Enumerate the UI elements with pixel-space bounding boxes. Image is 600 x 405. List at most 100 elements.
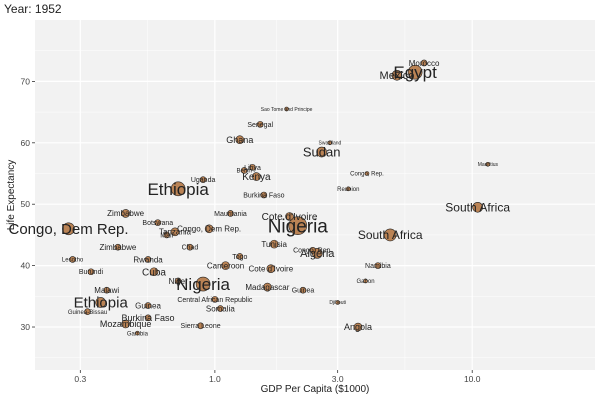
data-point [240,167,248,174]
y-axis-label: Life Expectancy [6,160,17,231]
data-label: Mauritania [214,211,247,218]
x-tick-label: 0.3 [74,374,86,384]
data-point [263,282,272,292]
data-point [363,278,368,284]
data-point [364,171,370,176]
data-point [288,216,308,236]
data-point [383,228,397,242]
data-label: Kenya [242,172,271,183]
data-label: Lesotho [62,258,84,264]
data-label: Congo, Rep. [293,248,332,255]
data-label: Guinea-Bissau [68,310,107,316]
data-point [335,300,340,305]
data-label: Guinea [292,288,315,295]
data-label: Madagascar [245,283,289,292]
data-point [154,219,162,226]
data-point [144,302,152,309]
data-label: Ghana [226,135,253,145]
data-label: Reunion [337,187,359,193]
data-point [269,239,279,249]
data-label: Cote d'Ivoire [262,212,318,223]
data-point [284,106,289,112]
data-point [309,246,317,254]
data-point [227,210,234,217]
data-point [174,277,182,285]
data-point [266,264,276,273]
data-label: Burkina Faso [122,313,175,323]
data-point [170,181,186,197]
data-label: Uganda [191,177,216,184]
data-point [235,135,245,145]
data-label: Djibouti [329,300,346,306]
data-point [95,297,106,308]
data-label: Cote d'Ivoire [249,264,294,273]
y-tick-label: 60 [21,138,31,148]
data-label: Senegal [247,122,273,129]
data-point [327,140,333,146]
y-tick-label: 50 [21,199,31,209]
data-label: Rwanda [133,255,163,264]
data-point [114,243,122,251]
data-label: Malawi [94,286,119,295]
data-point [121,209,130,218]
data-point [485,161,491,167]
x-tick-label: 3.0 [332,374,344,384]
data-label: Zimbabwe [99,243,136,252]
data-label: Angola [344,322,372,332]
data-point [260,191,268,199]
data-label: Benin [237,169,252,175]
data-label: Libya [244,165,261,172]
data-point [195,276,211,292]
data-label: Congo, Rep. [350,172,384,178]
data-label: Gambia [127,331,149,337]
data-label: Burundi [79,269,104,276]
data-label: Swaziland [319,141,342,147]
data-label: Mauritius [478,162,499,168]
data-point [170,227,180,237]
data-point [186,243,194,251]
chart-title: Year: 1952 [4,2,62,16]
data-label: Cuba [142,267,166,278]
data-point [149,267,159,277]
data-point [249,164,256,171]
data-label: Zimbabwe [107,209,144,218]
data-label: Guinea [135,301,161,310]
data-label: South Africa [445,200,510,214]
data-label: Congo, Dem Rep. [177,225,241,234]
data-point [84,308,91,315]
data-point [407,64,423,80]
data-point [391,69,403,81]
x-axis-label: GDP Per Capita ($1000) [261,384,370,395]
data-point [87,268,95,276]
data-points [62,59,491,336]
data-label: Sudan [303,145,341,160]
data-label: Botswana [142,220,173,227]
data-point [211,296,219,303]
data-label: Algeria [300,248,335,260]
data-point [374,262,382,269]
data-label: Mali [160,232,173,239]
data-label: Nigeria [176,275,230,294]
data-point [121,319,130,329]
data-label: Ethiopia [147,180,209,199]
data-point [217,305,224,312]
data-point [299,286,307,294]
x-tick-label: 10.0 [464,374,481,384]
data-point [144,314,152,322]
data-point [204,224,214,234]
data-label: Morocco [409,59,440,68]
y-axis-ticks: 30 40 50 60 70 [21,76,35,332]
data-point [197,322,204,330]
data-point [256,121,264,128]
data-point [346,186,351,192]
data-point [353,322,363,332]
data-label: Sao Tome and Principe [261,107,313,113]
data-point [135,330,140,336]
data-label: Central African Republic [177,297,253,304]
data-label: Egypt [393,63,437,82]
data-label: Tunisia [261,240,287,249]
data-label: Togo [232,254,247,261]
data-point [236,253,244,260]
data-label: Niger [169,277,188,286]
